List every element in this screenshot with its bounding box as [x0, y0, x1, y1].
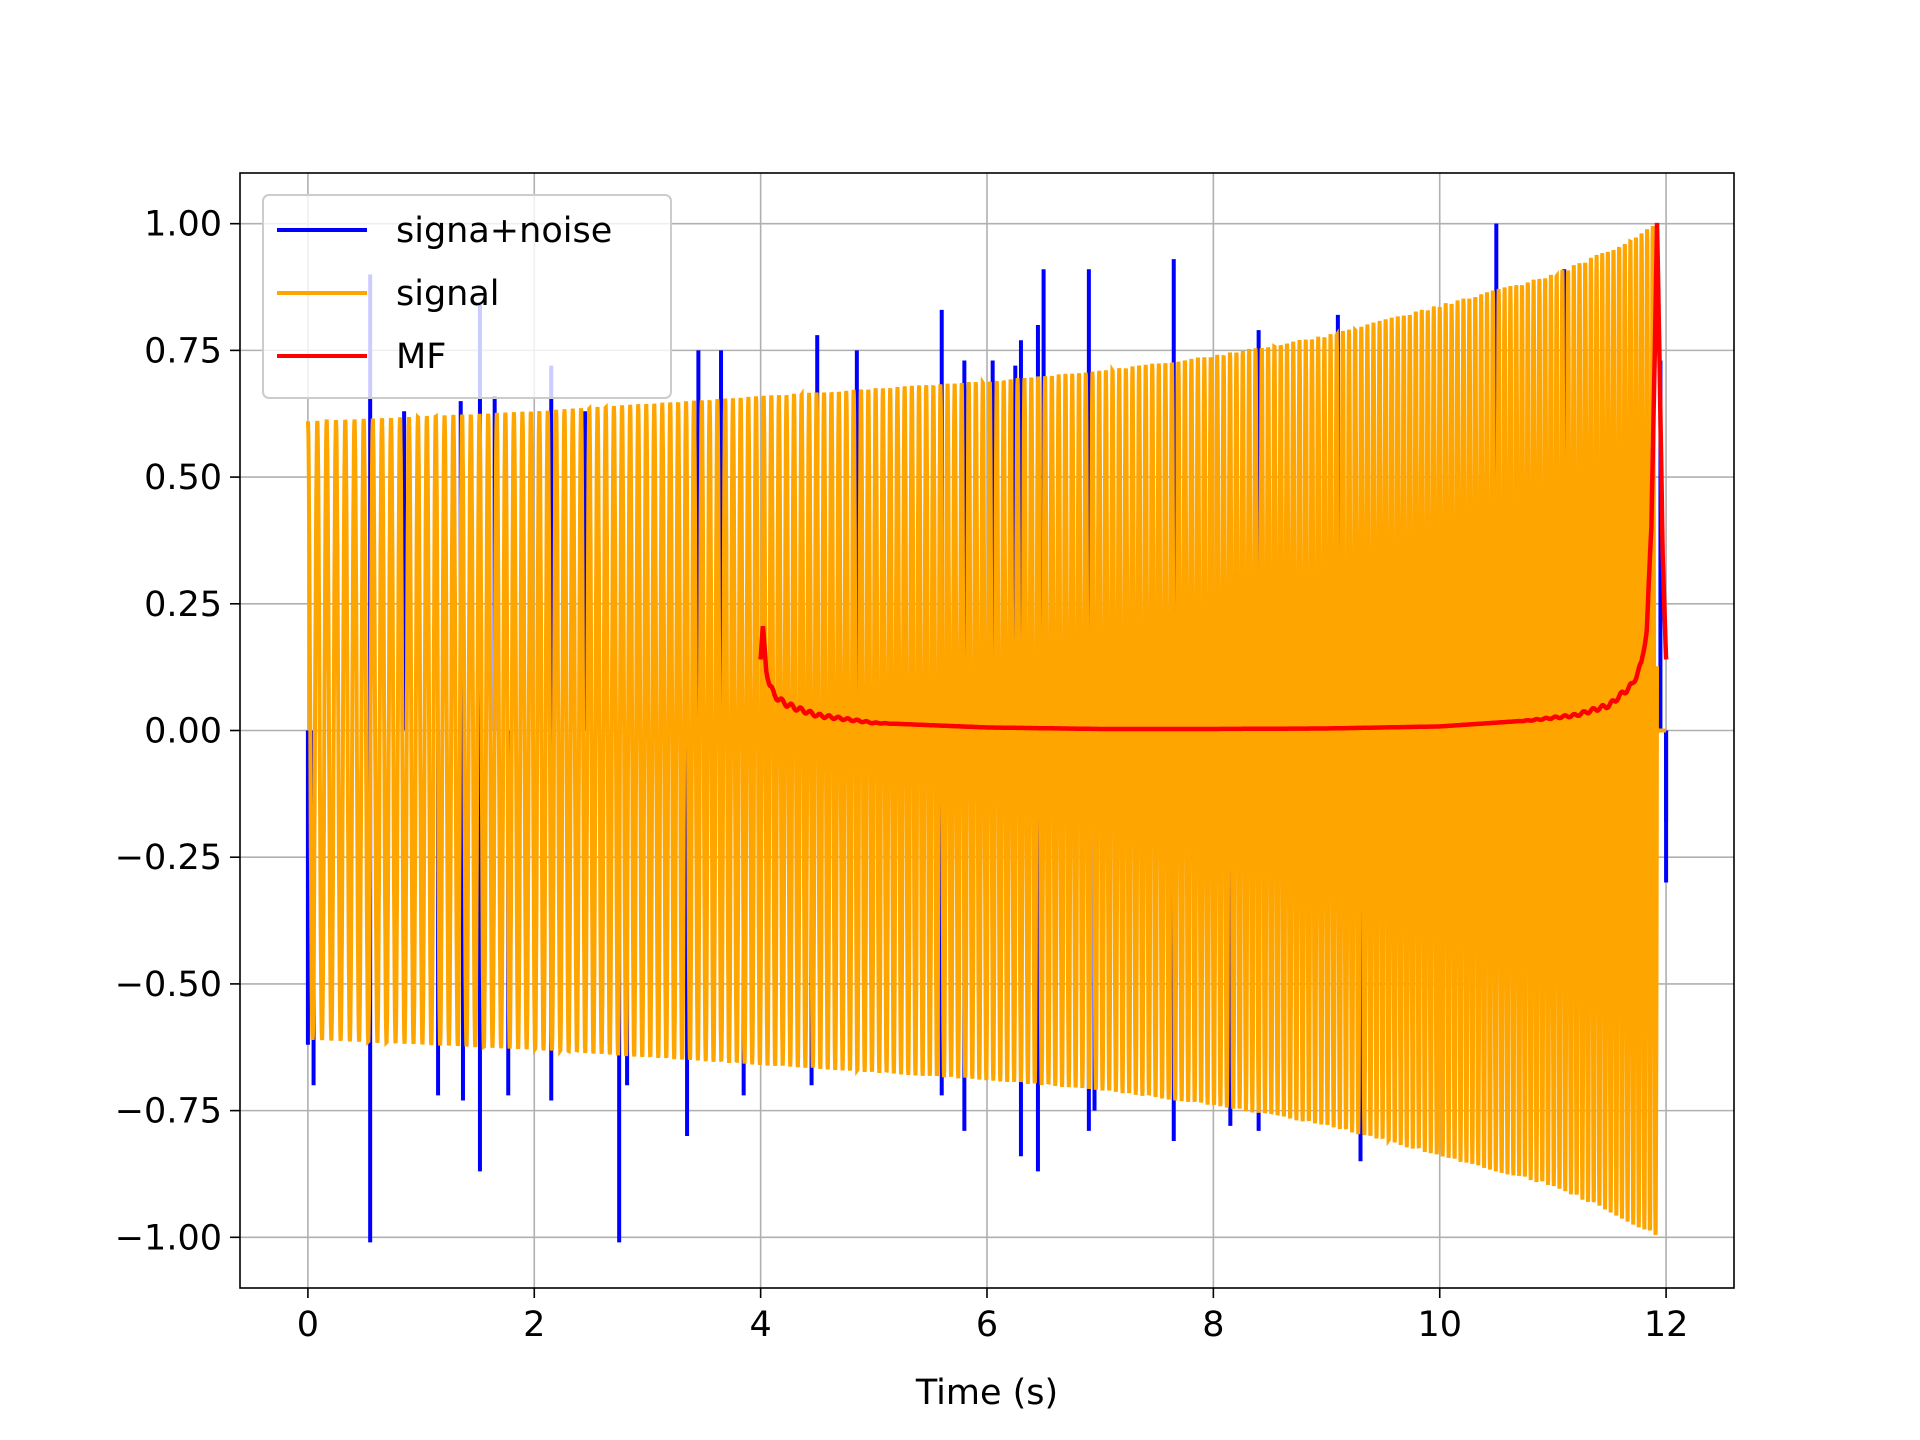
x-axis-label: Time (s): [915, 1373, 1058, 1413]
x-tick-label: 2: [523, 1305, 545, 1345]
y-tick-label: −0.25: [115, 838, 222, 878]
x-tick-label: 4: [749, 1305, 771, 1345]
y-tick-label: −0.50: [115, 965, 222, 1005]
legend: signa+noise signal MF: [262, 194, 672, 399]
series-signal: [305, 225, 1659, 1235]
x-tick-label: 10: [1417, 1305, 1462, 1345]
legend-label: signal: [396, 274, 500, 314]
y-tick-label: 0.75: [144, 331, 222, 371]
series-mf: [758, 222, 1669, 732]
y-tick-label: 0.50: [144, 458, 222, 498]
x-tick-label: 8: [1202, 1305, 1224, 1345]
y-tick-label: −1.00: [115, 1218, 222, 1258]
legend-label: signa+noise: [396, 211, 612, 251]
x-tick-label: 12: [1644, 1305, 1689, 1345]
x-tick-label: 0: [297, 1305, 319, 1345]
legend-box: [262, 194, 672, 399]
y-axis: 1.00 0.75 0.50 0.25 0.00 −0.25 −0.50 −0.75 −1.00: [115, 205, 240, 1258]
x-axis: 0 2 4 6 8 10 12: [297, 1288, 1689, 1345]
x-tick-label: 6: [976, 1305, 998, 1345]
y-tick-label: 0.25: [144, 585, 222, 625]
y-tick-label: 0.00: [144, 712, 222, 752]
y-tick-label: −0.75: [115, 1092, 222, 1132]
legend-label: MF: [396, 337, 446, 377]
y-tick-label: 1.00: [144, 205, 222, 245]
series-layer: [305, 222, 1669, 1243]
